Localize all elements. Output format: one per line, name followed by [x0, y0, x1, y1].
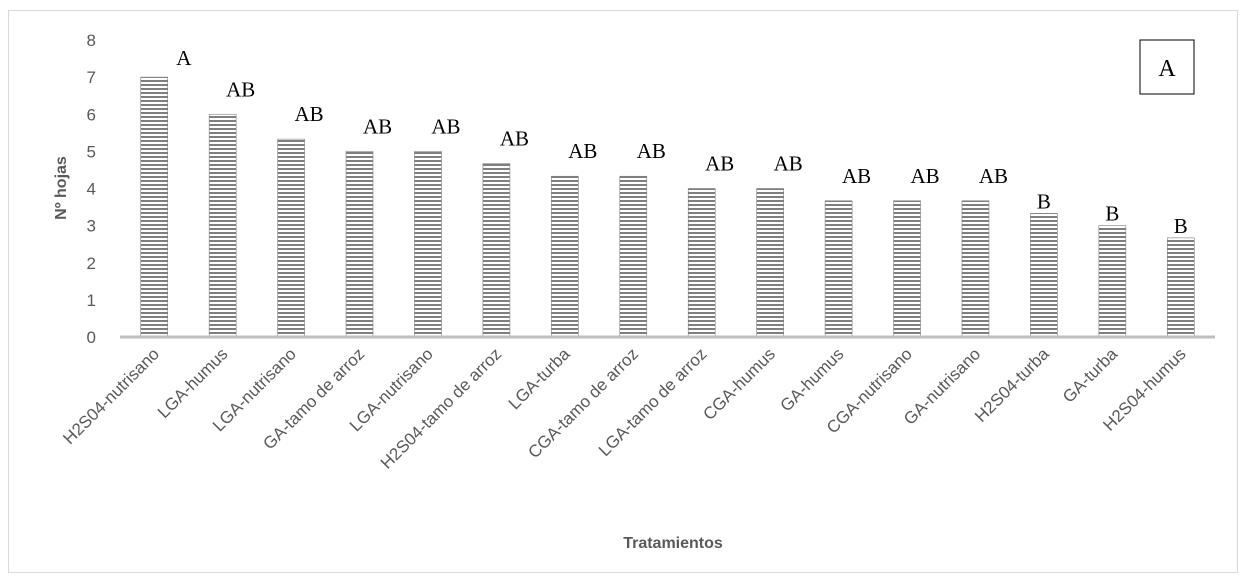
bar	[961, 200, 990, 338]
bar	[687, 188, 716, 338]
x-tick-label: LGA-turba	[505, 344, 574, 413]
bar	[345, 151, 374, 338]
bar	[756, 188, 784, 338]
bar	[893, 200, 921, 338]
significance-label: B	[1105, 202, 1119, 226]
significance-label: AB	[774, 152, 803, 176]
x-tick-label: CGA-humus	[699, 344, 779, 424]
y-axis-title: Nº hojas	[53, 156, 70, 220]
y-tick-label: 4	[87, 180, 96, 199]
panel-label-box	[1139, 39, 1195, 95]
bar	[824, 200, 853, 338]
bar	[208, 113, 237, 338]
y-tick-label: 6	[87, 105, 96, 124]
significance-label: B	[1174, 214, 1188, 238]
significance-label: AB	[910, 164, 939, 188]
significance-label: AB	[226, 77, 255, 101]
bar	[619, 175, 648, 338]
y-axis-ticks: 0 1 2 3 4 5 6 7 8	[87, 31, 96, 347]
bars	[140, 76, 1195, 338]
x-tick-label: GA-humus	[777, 344, 848, 415]
significance-label: AB	[705, 152, 734, 176]
significance-label: AB	[363, 114, 392, 138]
y-tick-label: 2	[87, 254, 96, 273]
significance-label: AB	[637, 139, 666, 163]
significance-label: A	[176, 46, 192, 70]
bar	[551, 175, 579, 338]
significance-label: AB	[979, 164, 1008, 188]
y-tick-label: 7	[87, 68, 96, 87]
significance-label: AB	[295, 102, 324, 126]
y-tick-label: 8	[87, 31, 96, 50]
bar	[277, 138, 305, 338]
panel-label: A	[1158, 56, 1176, 82]
y-tick-label: 3	[87, 217, 96, 236]
significance-label: AB	[431, 114, 460, 138]
y-tick-label: 5	[87, 142, 96, 161]
x-axis-title: Tratamientos	[623, 535, 723, 552]
y-tick-label: 0	[87, 328, 96, 347]
x-tick-label: GA-turba	[1059, 344, 1122, 407]
y-tick-label: 1	[87, 291, 96, 310]
significance-label: B	[1037, 189, 1051, 213]
x-tick-label: H2S04-nutrisano	[59, 344, 163, 448]
bar	[1098, 225, 1127, 338]
bar	[1166, 237, 1195, 338]
x-tick-label: H2S04-turba	[971, 344, 1053, 426]
category-labels: H2S04-nutrisanoLGA-humusLGA-nutrisanoGA-…	[59, 344, 1189, 473]
significance-labels: A AB AB AB AB AB AB AB AB AB AB AB AB B B B	[176, 46, 1188, 238]
bar	[414, 151, 442, 338]
bar	[482, 163, 511, 338]
significance-label: AB	[500, 127, 529, 151]
significance-label: AB	[568, 139, 597, 163]
bar	[140, 76, 169, 338]
bar	[1030, 213, 1058, 338]
significance-label: AB	[842, 164, 871, 188]
x-tick-label: H2S04-tamo de arroz	[377, 344, 505, 472]
